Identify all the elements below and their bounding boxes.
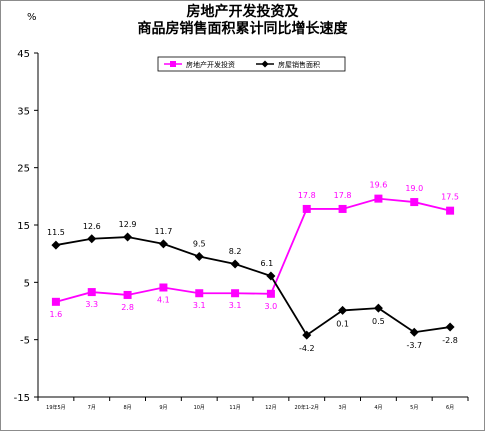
sales-area-data-label: 9.5 xyxy=(193,240,206,249)
x-tick-label: 4月 xyxy=(374,405,382,411)
legend-sales-area-label: 房屋销售面积 xyxy=(278,60,320,69)
investment-point xyxy=(51,297,60,306)
sales-area-data-label: 11.5 xyxy=(47,228,65,237)
investment-point xyxy=(338,204,347,213)
x-tick-label: 19年5月 xyxy=(46,404,66,411)
sales-area-data-label: -4.2 xyxy=(299,344,315,353)
investment-data-label: 3.0 xyxy=(265,302,278,311)
x-tick-label: 6月 xyxy=(446,405,454,411)
chart-title-line2: 商品房销售面积累计同比增长速度 xyxy=(137,21,348,37)
sales-area-data-label: 12.9 xyxy=(119,220,137,229)
sales-area-data-label: -2.8 xyxy=(442,336,458,345)
investment-data-label: 4.1 xyxy=(157,295,170,304)
legend-box xyxy=(157,56,346,72)
sales-area-point xyxy=(338,305,348,315)
investment-point xyxy=(159,283,168,292)
investment-point xyxy=(231,289,240,298)
sales-area-data-label: 12.6 xyxy=(83,222,101,231)
investment-data-label: 1.6 xyxy=(50,310,63,319)
y-axis-unit: % xyxy=(27,12,37,23)
sales-area-point xyxy=(409,327,419,337)
y-tick-label: 25 xyxy=(17,164,30,175)
x-tick-label: 10月 xyxy=(194,405,205,411)
investment-data-label: 19.6 xyxy=(370,181,388,190)
series-investment-line xyxy=(55,197,451,303)
investment-point xyxy=(410,198,419,207)
investment-point xyxy=(195,289,204,298)
x-tick-label: 5月 xyxy=(410,405,418,411)
y-tick-label: 15 xyxy=(17,221,30,232)
series-sales-area-line xyxy=(55,236,451,337)
investment-data-label: 3.1 xyxy=(193,301,206,310)
legend-sales-area-marker xyxy=(261,60,269,68)
x-tick-label: 12月 xyxy=(265,405,276,411)
sales-area-point xyxy=(373,303,383,313)
x-tick-label: 8月 xyxy=(123,405,131,411)
sales-area-point xyxy=(123,232,133,242)
sales-area-point xyxy=(194,252,204,262)
investment-data-label: 17.5 xyxy=(441,193,459,202)
legend-investment-marker xyxy=(170,61,176,67)
sales-area-data-label: 0.5 xyxy=(372,317,385,326)
sales-area-point xyxy=(158,239,168,249)
x-tick-label: 9月 xyxy=(159,405,167,411)
sales-area-data-label: 6.1 xyxy=(261,259,274,268)
chart-title-line1: 房地产开发投资及 xyxy=(186,4,299,20)
sales-area-data-label: -3.7 xyxy=(406,341,422,350)
sales-area-point xyxy=(266,271,276,281)
investment-data-label: 17.8 xyxy=(298,191,316,200)
y-tick-label: -15 xyxy=(14,393,30,404)
investment-data-label: 2.8 xyxy=(121,303,134,312)
investment-data-label: 3.3 xyxy=(85,300,98,309)
sales-area-data-label: 8.2 xyxy=(229,247,242,256)
sales-area-point xyxy=(445,322,455,332)
sales-area-point xyxy=(51,240,61,250)
investment-point xyxy=(302,204,311,213)
sales-area-point xyxy=(230,259,240,269)
x-tick-label: 7月 xyxy=(88,405,96,411)
investment-point xyxy=(87,288,96,297)
sales-area-point xyxy=(87,234,97,244)
investment-point xyxy=(266,289,275,298)
x-tick-label: 20年1-2月 xyxy=(294,404,319,411)
y-tick-label: 45 xyxy=(17,49,30,60)
x-tick-label: 3月 xyxy=(338,405,346,411)
sales-area-data-label: 0.1 xyxy=(336,319,349,328)
investment-point xyxy=(446,206,455,215)
investment-data-label: 17.8 xyxy=(334,191,352,200)
sales-area-point xyxy=(302,330,312,340)
investment-data-label: 3.1 xyxy=(229,301,242,310)
investment-data-label: 19.0 xyxy=(405,184,423,193)
y-tick-label: -5 xyxy=(20,336,30,347)
legend-investment-label: 房地产开发投资 xyxy=(186,60,235,69)
investment-point xyxy=(123,290,132,299)
investment-point xyxy=(374,194,383,203)
y-tick-label: 5 xyxy=(24,278,30,289)
sales-area-data-label: 11.7 xyxy=(155,227,173,236)
y-tick-label: 35 xyxy=(17,106,30,117)
x-tick-label: 11月 xyxy=(229,405,240,411)
